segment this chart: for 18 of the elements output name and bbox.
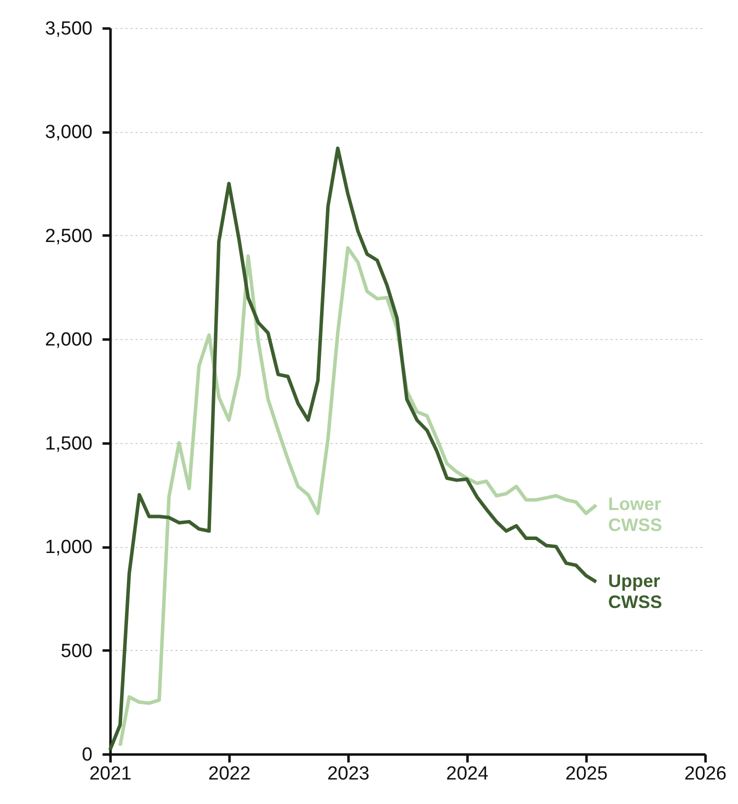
- x-tick-label: 2023: [327, 764, 370, 784]
- y-tick-label: 3,000: [44, 122, 92, 144]
- y-tick-label: 2,500: [44, 226, 92, 247]
- x-tick-label: 2024: [446, 764, 489, 784]
- series-label: Upper CWSS: [608, 570, 662, 612]
- y-tick-label: 1,500: [44, 433, 92, 454]
- line-series: [108, 146, 598, 752]
- x-tick-label: 2026: [684, 764, 727, 784]
- series-label: Lower CWSS: [608, 494, 662, 536]
- line-series: [118, 246, 598, 748]
- y-tick-label: 1,000: [44, 537, 92, 558]
- x-tick-label: 2025: [565, 764, 608, 784]
- y-tick-label: 0: [82, 744, 92, 766]
- y-tick-label: 500: [60, 640, 92, 662]
- x-tick-label: 2021: [89, 764, 132, 784]
- y-tick-label: 2,000: [44, 330, 92, 351]
- x-tick-label: 2022: [208, 764, 251, 784]
- y-tick-label: 3,500: [44, 18, 92, 40]
